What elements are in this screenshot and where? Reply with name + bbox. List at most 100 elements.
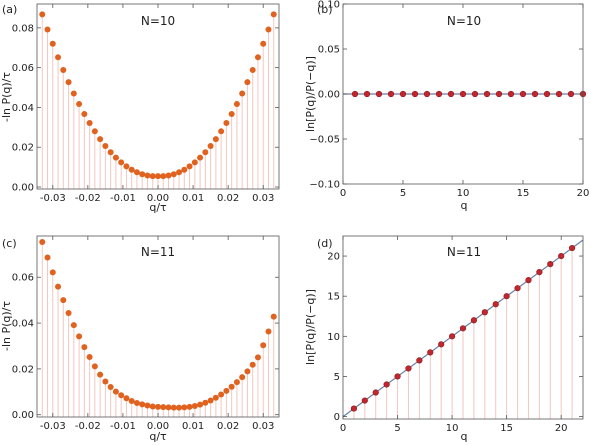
panel-d-title: N=11 (447, 245, 481, 259)
panel-d-data-point (470, 317, 478, 324)
panel-c-xlabel: q/τ (149, 430, 167, 443)
panel-d-ytick-label: 20 (327, 252, 340, 263)
panel-d-data-point (492, 301, 499, 308)
panel-a-data-point (170, 171, 177, 178)
panel-b-data-point (387, 90, 395, 98)
panel-c-data-point (202, 399, 209, 406)
panel-a-data-point (102, 143, 109, 150)
panel-c-data-point (170, 404, 177, 411)
panel-a-data-point (176, 169, 183, 176)
panel-b-title: N=10 (447, 14, 481, 28)
panel-a-data-point (60, 67, 67, 74)
panel-d-data-point (372, 389, 379, 396)
panel-c-data-point (176, 404, 183, 411)
panel-d-ytick-label: 10 (327, 332, 340, 343)
panel-a-ytick-label: 0.04 (12, 103, 34, 114)
panel-b-data-point (543, 90, 551, 98)
panel-d-data-point (558, 252, 565, 260)
panel-c-data-point (249, 361, 256, 368)
panel-b-ytick-label: −0.10 (309, 180, 340, 191)
panel-d-frame (342, 235, 584, 420)
panel-a-data-point (39, 11, 46, 18)
panel-d-data-point (350, 405, 358, 412)
panel-a-ytick-label: 0.00 (12, 183, 34, 194)
panel-a-frame (36, 3, 280, 190)
panel-a-data-point (197, 154, 204, 161)
panel-c-xtick-label: 0.02 (217, 421, 239, 432)
panel-c-data-point (155, 403, 161, 410)
panel-b: (b) N=10 q ln[P(q)/P(−q)] 0 5 10 15 20 −0.10 −… (304, 0, 589, 212)
panel-a-xtick-label: 0.01 (182, 193, 204, 204)
panel-a-xlabel: q/τ (149, 201, 167, 214)
panel-b-xtick-label: 0 (340, 188, 346, 199)
panel-c-ytick-label: 0.02 (12, 364, 34, 375)
panel-c-data-point (149, 403, 156, 410)
panel-c-data-point (70, 322, 77, 329)
panel-d-data-point (503, 293, 510, 300)
panel-c-data-point (186, 403, 193, 410)
panel-b-xtick-label: 10 (457, 188, 470, 199)
panel-d-ylabel: ln[P(q)/P(−q)] (304, 289, 317, 365)
panel-c-data-point (76, 333, 83, 340)
panel-d-data-point (448, 333, 456, 340)
panel-d-data-point (394, 373, 401, 380)
panel-b-xtick-label: 5 (400, 188, 406, 199)
panel-d-data-point (438, 341, 445, 348)
panel-b-ytick-label: 0.00 (318, 90, 340, 101)
panel-a-data-point (128, 166, 135, 173)
panel-a-data-point (160, 173, 167, 180)
panel-b-xtick-label: 15 (517, 188, 530, 199)
panel-c-data-point (60, 297, 67, 304)
panel-b-data-point (435, 90, 443, 98)
panel-c-ytick-label: 0.00 (12, 410, 34, 421)
panel-b-ylabel: ln[P(q)/P(−q)] (304, 56, 317, 132)
panel-c-data-point (265, 328, 272, 335)
panel-a-data-point (118, 159, 125, 166)
panel-a-data-point (218, 128, 225, 135)
panel-c-data-point (133, 400, 140, 407)
panel-a-data-point (76, 101, 83, 108)
panel-b-ytick-label: −0.05 (309, 135, 340, 146)
panel-c-xtick-label: 0.01 (182, 421, 204, 432)
panel-b-data-point (423, 90, 431, 98)
panel-c-ytick-label: 0.04 (12, 319, 34, 330)
panel-c-data-point (49, 269, 56, 276)
panel-d-data-point (514, 285, 521, 292)
panel-c-data-point (107, 383, 114, 390)
panel-b-data-point (447, 90, 455, 98)
panel-b-data-point (351, 90, 359, 98)
panel-d-xtick-label: 0 (340, 423, 346, 434)
panel-b-data-point (471, 90, 479, 98)
panel-c-data-point (228, 383, 235, 390)
panel-a-data-point (265, 26, 272, 33)
panel-a-data-point (97, 136, 104, 143)
panel-d-data-point (361, 397, 368, 404)
panel-c-data-point (55, 283, 62, 290)
panel-a-xtick-label: -0.01 (110, 193, 136, 204)
panel-c-data-point (207, 397, 214, 404)
panel-b-data-point (459, 90, 467, 98)
panel-a-xtick-label: 0.03 (252, 193, 274, 204)
panel-b-data-point (519, 90, 527, 98)
panel-d-ytick-label: 15 (327, 292, 340, 303)
panel-b-data-point (567, 90, 575, 98)
panel-a-data-point (55, 54, 62, 61)
panel-c-data-point (91, 363, 98, 370)
panel-d-data-point (547, 260, 554, 268)
panel-c-xtick-label: -0.02 (75, 421, 101, 432)
panel-a-data-point (70, 90, 77, 97)
panel-c-ytick-label: 0.06 (12, 273, 34, 284)
panel-c-data-point (191, 403, 198, 410)
panel-a-data-point (44, 26, 51, 33)
panel-a-data-point (249, 67, 256, 74)
panel-a-data-point (144, 172, 151, 179)
panel-a-data-point (139, 171, 146, 178)
panel-c-data-point (270, 313, 277, 320)
panel-a-data-point (107, 149, 114, 156)
panel-a-data-point (133, 169, 140, 176)
panel-c-data-point (65, 309, 72, 316)
panel-a-data-point (49, 40, 56, 47)
panel-c-data-point (165, 404, 172, 411)
panel-a-data-point (228, 111, 235, 118)
panel-c-data-point (39, 238, 46, 245)
